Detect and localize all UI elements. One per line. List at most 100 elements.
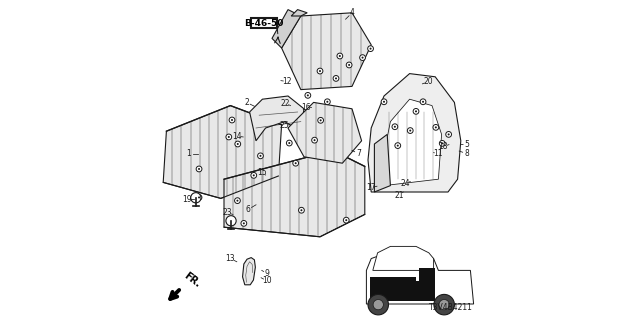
Circle shape (413, 108, 419, 114)
Circle shape (381, 99, 387, 105)
Text: 20: 20 (423, 77, 433, 86)
Circle shape (337, 53, 343, 59)
Circle shape (345, 219, 348, 221)
Text: 25: 25 (279, 121, 289, 130)
Circle shape (439, 300, 449, 310)
Circle shape (312, 137, 317, 143)
Circle shape (258, 153, 264, 159)
Circle shape (198, 196, 200, 198)
FancyBboxPatch shape (251, 18, 277, 28)
Circle shape (298, 207, 305, 213)
Circle shape (445, 132, 452, 137)
Circle shape (253, 174, 255, 176)
Circle shape (440, 140, 445, 146)
Circle shape (367, 46, 374, 52)
Circle shape (259, 155, 262, 157)
Circle shape (317, 117, 323, 123)
Text: 2: 2 (244, 98, 249, 107)
Circle shape (235, 198, 241, 204)
Circle shape (326, 101, 328, 103)
Circle shape (319, 70, 321, 72)
Text: 7: 7 (356, 149, 361, 158)
Circle shape (324, 99, 330, 105)
Circle shape (373, 300, 383, 310)
Circle shape (288, 142, 291, 144)
Circle shape (383, 101, 385, 103)
Polygon shape (272, 10, 301, 48)
Circle shape (226, 216, 236, 226)
Text: T3V4B4211: T3V4B4211 (429, 303, 473, 312)
Circle shape (360, 55, 365, 60)
Circle shape (319, 119, 322, 121)
Polygon shape (250, 96, 304, 141)
Circle shape (293, 160, 298, 166)
Circle shape (191, 193, 201, 203)
Circle shape (236, 200, 239, 202)
Text: 21: 21 (395, 191, 404, 200)
Circle shape (346, 62, 352, 68)
Circle shape (228, 136, 230, 138)
Circle shape (305, 92, 311, 98)
Polygon shape (374, 134, 390, 192)
Circle shape (317, 68, 323, 74)
Circle shape (229, 117, 235, 123)
Text: 22: 22 (280, 99, 289, 108)
Bar (370, 277, 416, 301)
Circle shape (434, 294, 454, 315)
Polygon shape (288, 102, 362, 163)
Polygon shape (243, 258, 255, 285)
Circle shape (196, 166, 202, 172)
Circle shape (433, 124, 439, 130)
Polygon shape (224, 150, 365, 237)
Text: 12: 12 (283, 77, 292, 86)
Text: 17: 17 (366, 183, 376, 192)
Circle shape (198, 168, 200, 170)
Circle shape (408, 128, 413, 133)
Circle shape (314, 139, 316, 141)
Polygon shape (366, 253, 474, 304)
Circle shape (226, 134, 232, 140)
Text: 6: 6 (246, 205, 250, 214)
Circle shape (241, 220, 247, 226)
Circle shape (441, 142, 444, 144)
Text: 15: 15 (257, 168, 267, 177)
Circle shape (422, 101, 424, 103)
Circle shape (392, 124, 398, 130)
Polygon shape (372, 246, 434, 270)
Circle shape (397, 145, 399, 147)
Text: 18: 18 (438, 142, 448, 151)
Circle shape (368, 294, 388, 315)
Circle shape (409, 130, 412, 132)
Text: 5: 5 (465, 140, 470, 148)
Polygon shape (163, 106, 282, 198)
Circle shape (420, 99, 426, 105)
Text: 23: 23 (222, 208, 232, 217)
Text: 10: 10 (262, 276, 272, 285)
Circle shape (300, 209, 303, 211)
Circle shape (369, 48, 372, 50)
Bar (419, 268, 435, 301)
Text: FR.: FR. (182, 270, 202, 289)
Text: B-46-50: B-46-50 (244, 19, 284, 28)
Text: 24: 24 (401, 179, 411, 188)
Text: 14: 14 (232, 132, 242, 140)
Text: 11: 11 (434, 149, 443, 158)
Circle shape (335, 77, 337, 79)
Polygon shape (384, 99, 442, 186)
Circle shape (435, 126, 437, 128)
Circle shape (307, 94, 309, 96)
Text: 8: 8 (464, 149, 469, 158)
Polygon shape (368, 74, 461, 192)
Bar (413, 281, 419, 301)
Circle shape (287, 140, 292, 146)
Circle shape (243, 222, 245, 224)
Circle shape (251, 172, 257, 178)
Circle shape (348, 64, 350, 66)
Text: 1: 1 (186, 149, 191, 158)
Text: 19: 19 (182, 195, 192, 204)
Circle shape (196, 195, 202, 200)
Text: 16: 16 (301, 103, 310, 112)
Text: 4: 4 (349, 8, 355, 17)
Circle shape (235, 141, 241, 147)
Circle shape (294, 162, 297, 164)
